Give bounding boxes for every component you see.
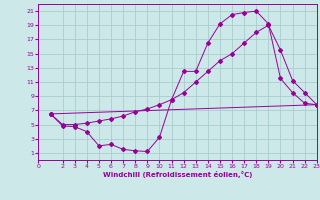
X-axis label: Windchill (Refroidissement éolien,°C): Windchill (Refroidissement éolien,°C) bbox=[103, 171, 252, 178]
